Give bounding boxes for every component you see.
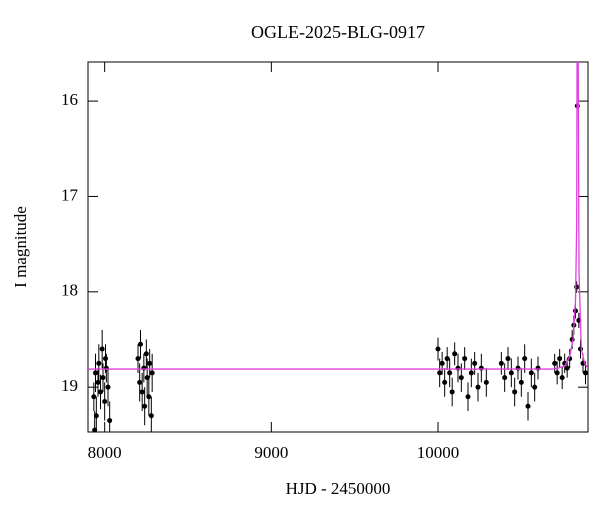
data-point — [552, 360, 558, 366]
y-tick-label: 18 — [61, 281, 78, 300]
data-point — [98, 389, 103, 395]
data-point — [137, 379, 143, 385]
data-point — [437, 370, 443, 376]
data-point — [475, 384, 481, 390]
data-point — [147, 360, 153, 366]
data-point — [468, 370, 474, 376]
x-tick-label: 9000 — [254, 443, 288, 462]
data-point — [103, 356, 108, 362]
data-point — [146, 394, 152, 400]
data-point — [505, 356, 511, 362]
data-point — [458, 375, 464, 381]
data-point — [472, 360, 478, 366]
x-tick-label: 8000 — [88, 443, 122, 462]
data-point — [92, 427, 98, 432]
data-point — [559, 375, 565, 381]
data-point — [148, 413, 154, 419]
data-point — [502, 375, 508, 381]
data-point — [143, 351, 149, 357]
data-point — [515, 365, 521, 371]
data-point — [442, 379, 448, 385]
data-point — [149, 370, 155, 376]
data-point — [528, 370, 534, 376]
data-point — [535, 365, 541, 371]
data-point — [142, 403, 148, 409]
data-point — [100, 375, 106, 381]
data-point — [139, 389, 145, 395]
data-point — [447, 370, 453, 376]
data-point — [435, 346, 441, 352]
x-tick-label: 10000 — [417, 443, 460, 462]
data-point — [444, 356, 450, 362]
data-point — [455, 365, 461, 371]
data-point — [449, 389, 455, 395]
chart-title: OGLE-2025-BLG-0917 — [251, 22, 425, 42]
data-point — [508, 370, 514, 376]
model-curve — [88, 62, 588, 370]
data-point — [138, 341, 143, 347]
y-tick-label: 19 — [61, 376, 78, 395]
data-point — [532, 384, 538, 390]
data-point — [483, 379, 489, 385]
data-point — [574, 284, 580, 290]
data-point — [465, 394, 471, 400]
data-point — [91, 394, 97, 400]
data-point — [522, 356, 528, 362]
data-point — [135, 356, 141, 362]
x-axis-label: HJD - 2450000 — [286, 479, 391, 498]
data-point — [96, 360, 102, 366]
y-axis-label: I magnitude — [11, 206, 30, 288]
data-point — [462, 356, 468, 362]
data-point — [478, 365, 484, 371]
data-point — [554, 370, 560, 376]
data-point — [102, 398, 108, 404]
data-point — [512, 389, 518, 395]
data-point — [518, 379, 524, 385]
plot-area — [88, 62, 588, 432]
data-point — [105, 384, 111, 390]
data-point — [564, 365, 570, 371]
data-point — [95, 379, 101, 385]
data-point — [557, 356, 563, 362]
data-point — [99, 346, 105, 352]
y-tick-label: 17 — [61, 185, 79, 204]
data-point — [583, 370, 588, 376]
data-point — [107, 418, 113, 424]
y-tick-label: 16 — [61, 90, 78, 109]
data-point — [498, 360, 504, 366]
data-point — [452, 351, 458, 357]
data-point — [141, 365, 147, 371]
data-point — [439, 360, 445, 366]
plot-frame — [87, 61, 589, 433]
data-point — [525, 403, 531, 409]
data-point — [93, 370, 98, 376]
